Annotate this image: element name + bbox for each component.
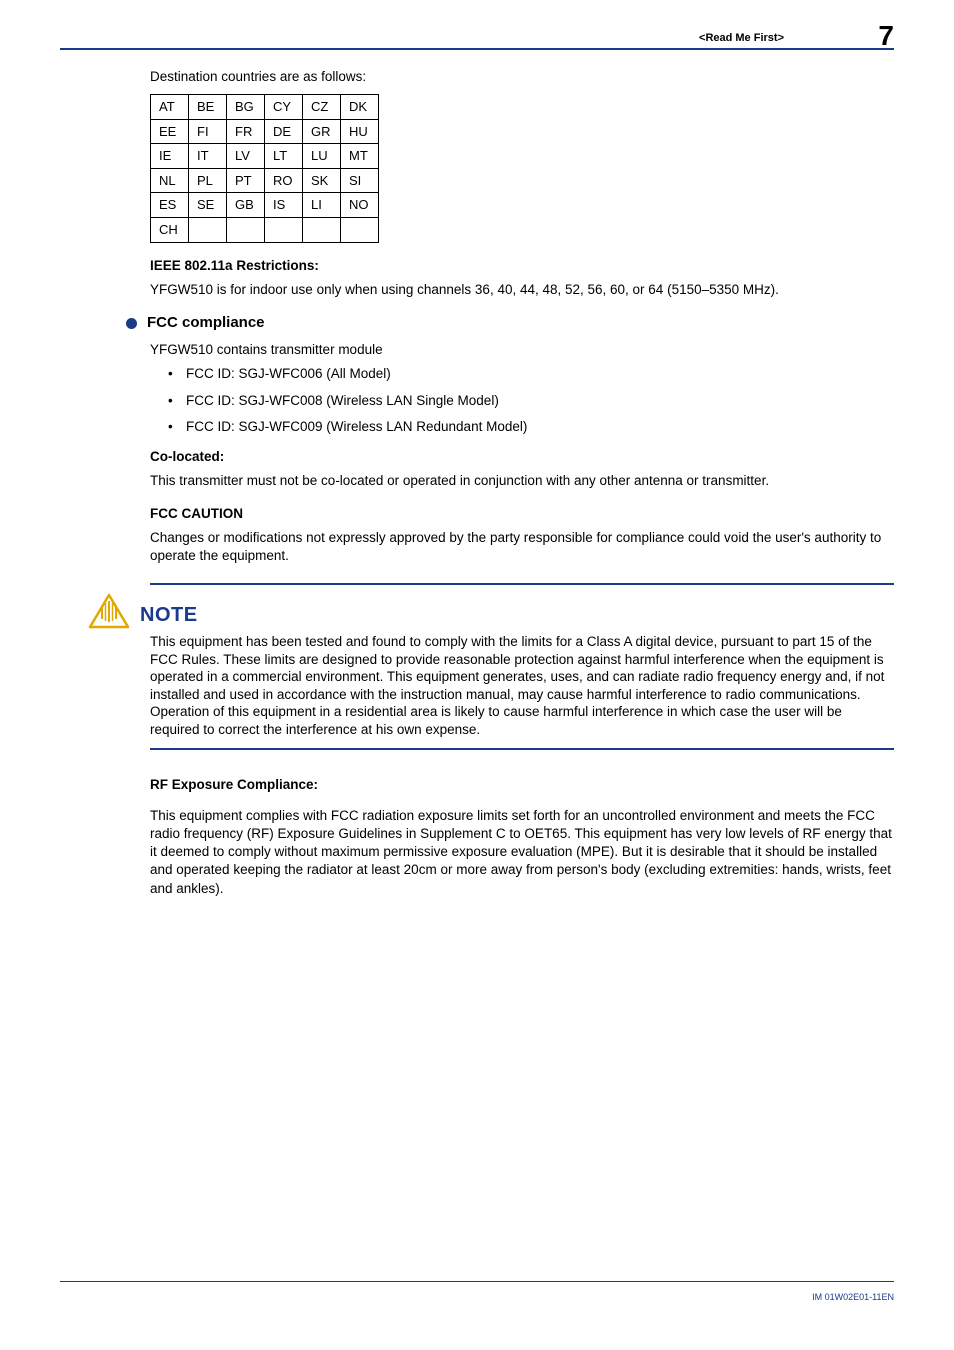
country-cell: FI [189, 119, 227, 144]
country-cell: BG [227, 95, 265, 120]
country-cell [265, 217, 303, 242]
country-cell: DK [341, 95, 379, 120]
country-cell: PT [227, 168, 265, 193]
intro-text: Destination countries are as follows: [150, 68, 894, 86]
note-title: NOTE [140, 602, 198, 629]
country-cell: MT [341, 144, 379, 169]
country-cell: SI [341, 168, 379, 193]
country-cell: DE [265, 119, 303, 144]
footer-divider [60, 1281, 894, 1282]
country-cell: GB [227, 193, 265, 218]
page-content: Destination countries are as follows: AT… [60, 68, 894, 898]
rf-heading: RF Exposure Compliance: [150, 776, 894, 794]
country-cell: IE [151, 144, 189, 169]
country-cell: BE [189, 95, 227, 120]
country-cell: IS [265, 193, 303, 218]
page-number: 7 [878, 20, 894, 52]
country-cell: LU [303, 144, 341, 169]
country-cell: ES [151, 193, 189, 218]
fcc-section-head: FCC compliance [126, 313, 894, 333]
country-cell: SE [189, 193, 227, 218]
fcc-id-item: FCC ID: SGJ-WFC009 (Wireless LAN Redunda… [168, 418, 894, 436]
page-header: <Read Me First> [60, 32, 894, 50]
country-cell: LV [227, 144, 265, 169]
note-block: NOTE This equipment has been tested and … [88, 583, 894, 750]
country-cell: LT [265, 144, 303, 169]
country-cell: GR [303, 119, 341, 144]
country-cell [303, 217, 341, 242]
country-cell: CH [151, 217, 189, 242]
country-cell [341, 217, 379, 242]
fcc-caution-heading: FCC CAUTION [150, 505, 894, 523]
fcc-intro: YFGW510 contains transmitter module [150, 341, 894, 359]
country-cell: RO [265, 168, 303, 193]
country-cell [189, 217, 227, 242]
country-cell: EE [151, 119, 189, 144]
ieee-heading: IEEE 802.11a Restrictions: [150, 257, 894, 275]
fcc-id-item: FCC ID: SGJ-WFC006 (All Model) [168, 365, 894, 383]
footer-id: IM 01W02E01-11EN [812, 1292, 894, 1302]
rf-body: This equipment complies with FCC radiati… [150, 807, 894, 898]
country-cell: CY [265, 95, 303, 120]
country-cell: PL [189, 168, 227, 193]
chapter-title: <Read Me First> [699, 32, 784, 44]
fcc-id-list: FCC ID: SGJ-WFC006 (All Model) FCC ID: SG… [168, 365, 894, 436]
note-body: This equipment has been tested and found… [150, 633, 894, 738]
country-cell: LI [303, 193, 341, 218]
ieee-body: YFGW510 is for indoor use only when usin… [150, 281, 894, 299]
warning-icon [88, 593, 130, 629]
country-cell: NL [151, 168, 189, 193]
country-cell: HU [341, 119, 379, 144]
country-table: ATBEBGCYCZDK EEFIFRDEGRHU IEITLVLTLUMT NLPL… [150, 94, 379, 242]
bullet-icon [126, 318, 137, 329]
fcc-id-item: FCC ID: SGJ-WFC008 (Wireless LAN Single … [168, 392, 894, 410]
country-cell: FR [227, 119, 265, 144]
country-cell: SK [303, 168, 341, 193]
colocated-body: This transmitter must not be co-located … [150, 472, 894, 490]
colocated-heading: Co-located: [150, 448, 894, 466]
country-cell: CZ [303, 95, 341, 120]
divider [150, 583, 894, 585]
country-cell: AT [151, 95, 189, 120]
country-cell: NO [341, 193, 379, 218]
country-cell: IT [189, 144, 227, 169]
fcc-caution-body: Changes or modifications not expressly a… [150, 529, 894, 565]
fcc-title: FCC compliance [147, 313, 265, 333]
country-cell [227, 217, 265, 242]
